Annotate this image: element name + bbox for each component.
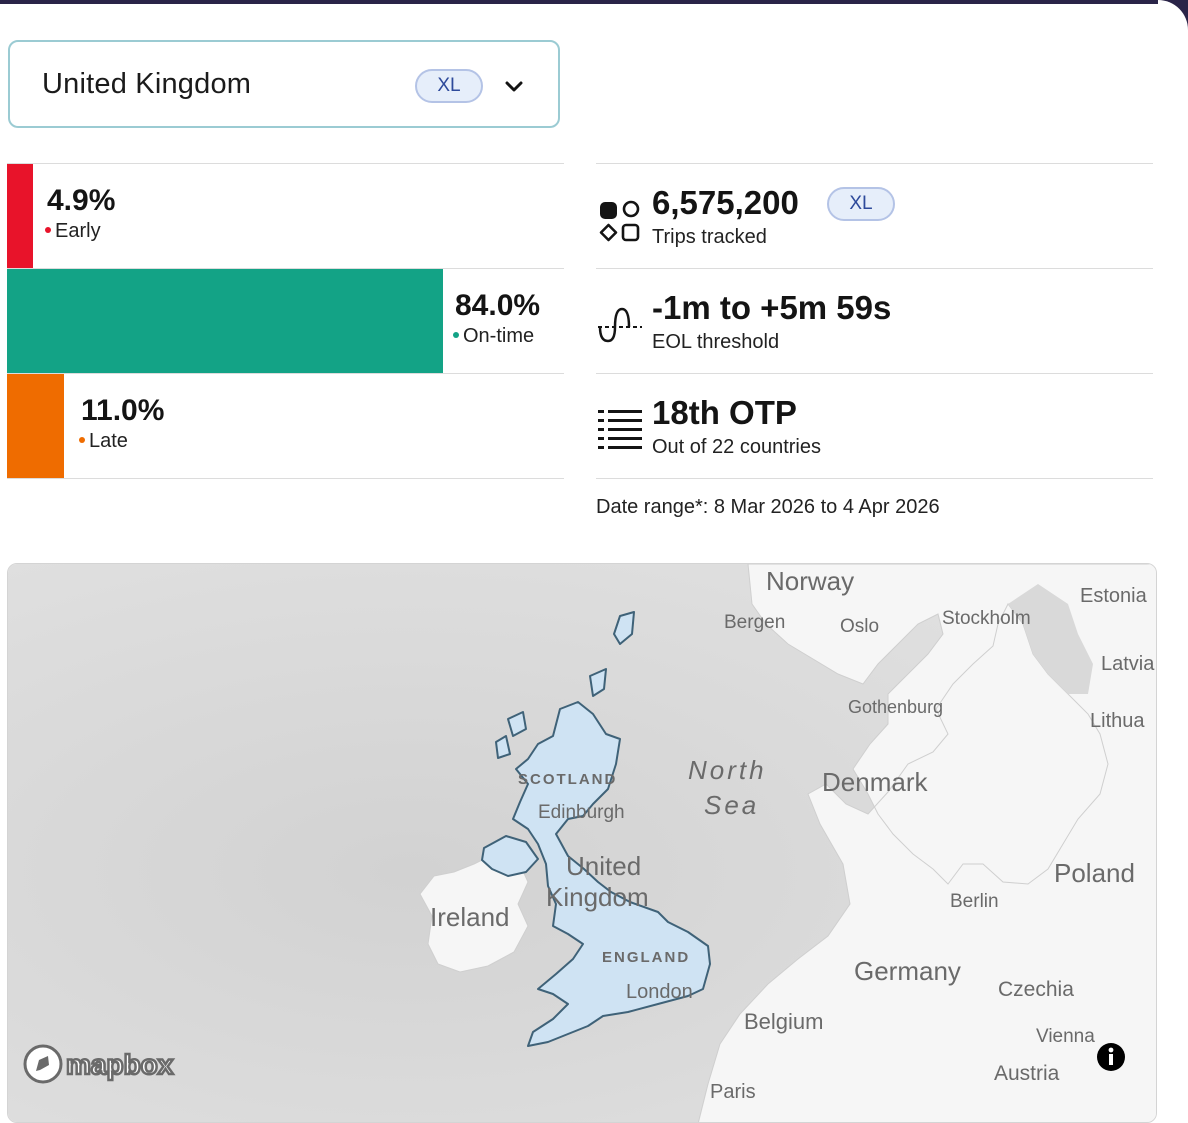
map-label-czechia: Czechia: [998, 978, 1074, 1001]
on-time-label: On-time: [453, 325, 534, 348]
map-label-latvia: Latvia: [1101, 653, 1155, 675]
punctuality-breakdown: 4.9% Early 84.0% On-time 11.0% Late: [7, 163, 564, 479]
map-label-estonia: Estonia: [1080, 585, 1148, 607]
stats-panel: 6,575,200 XL Trips tracked -1m to +5m 59…: [596, 163, 1153, 479]
europe-landmass: [697, 564, 1156, 1122]
map-label-denmark: Denmark: [822, 767, 928, 797]
mapbox-logo[interactable]: mapbox: [23, 1044, 175, 1084]
map-label-sea: Sea: [704, 790, 759, 820]
ranked-list-icon: [598, 410, 642, 449]
chevron-down-icon[interactable]: [502, 74, 526, 98]
map-label-germany: Germany: [854, 956, 961, 986]
map-label-poland: Poland: [1054, 858, 1135, 888]
country-name: United Kingdom: [42, 68, 252, 100]
on-time-percentage: 84.0%: [455, 289, 541, 322]
info-icon[interactable]: [1097, 1043, 1125, 1071]
map-label-norway: Norway: [766, 566, 854, 596]
map-label-north: North: [688, 755, 767, 785]
trips-tracked-stat: 6,575,200 XL Trips tracked: [596, 163, 1153, 268]
date-range: Date range*: 8 Mar 2026 to 4 Apr 2026: [596, 496, 940, 518]
trips-tracked-label: Trips tracked: [652, 226, 767, 248]
early-label: Early: [45, 220, 101, 243]
map-label-stockholm: Stockholm: [942, 608, 1031, 629]
trips-badge: XL: [827, 187, 895, 221]
early-percentage: 4.9%: [47, 184, 116, 217]
map-label-ireland: Ireland: [430, 902, 510, 932]
mapbox-wordmark: mapbox: [66, 1049, 174, 1080]
otp-rank-stat: 18th OTP Out of 22 countries: [596, 373, 1153, 479]
map-label-paris: Paris: [710, 1081, 756, 1103]
map-label-berlin: Berlin: [950, 891, 999, 912]
country-selector[interactable]: United Kingdom XL: [8, 40, 560, 128]
panel-corner: [1158, 0, 1188, 30]
otp-rank-value: 18th OTP: [652, 394, 797, 431]
eol-threshold-value: -1m to +5m 59s: [652, 289, 892, 326]
shapes-icon: [599, 200, 640, 242]
map-label-edinburgh: Edinburgh: [538, 802, 625, 823]
eol-threshold-label: EOL threshold: [652, 331, 780, 353]
trips-tracked-value: 6,575,200: [652, 184, 799, 221]
on-time-bar: [7, 269, 443, 373]
early-row: 4.9% Early: [7, 163, 564, 268]
map-label-united: United: [566, 851, 641, 881]
baltic-sea: [1008, 584, 1093, 694]
map-label-vienna: Vienna: [1036, 1026, 1095, 1047]
top-bar: [0, 0, 1188, 4]
map-label-kingdom: Kingdom: [546, 882, 649, 912]
on-time-row: 84.0% On-time: [7, 268, 564, 373]
late-label: Late: [79, 430, 128, 453]
map-label-england: ENGLAND: [602, 949, 690, 966]
map-label-lithuania: Lithua: [1090, 710, 1145, 732]
uk-highlight: [481, 611, 711, 1047]
map-label-belgium: Belgium: [744, 1009, 823, 1034]
map-label-bergen: Bergen: [724, 612, 785, 633]
threshold-wave-icon: [598, 307, 642, 343]
map-label-london: London: [626, 981, 693, 1003]
map-label-oslo: Oslo: [840, 616, 879, 637]
otp-rank-label: Out of 22 countries: [652, 436, 821, 458]
early-bar: [7, 164, 33, 268]
late-bar: [7, 374, 64, 478]
data-volume-badge: XL: [415, 69, 483, 103]
eol-threshold-stat: -1m to +5m 59s EOL threshold: [596, 268, 1153, 373]
late-row: 11.0% Late: [7, 373, 564, 479]
map-label-austria: Austria: [994, 1062, 1060, 1085]
country-map[interactable]: Norway Bergen Oslo Stockholm Estonia Lat…: [7, 563, 1157, 1123]
map-label-scotland: SCOTLAND: [518, 771, 617, 788]
late-percentage: 11.0%: [81, 394, 165, 427]
map-label-gothenburg: Gothenburg: [848, 697, 943, 717]
